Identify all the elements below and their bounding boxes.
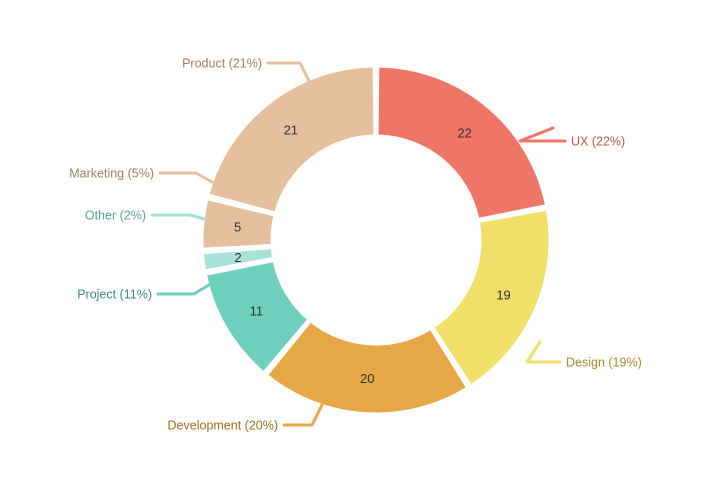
leader-line-ux xyxy=(518,126,567,143)
leader-line-design xyxy=(525,340,562,364)
callout-label-design: Design (19%) xyxy=(566,356,642,370)
callout-label-other: Other (2%) xyxy=(85,209,146,223)
callout-label-project: Project (11%) xyxy=(77,288,152,302)
value-label-product: 21 xyxy=(284,123,298,138)
slice-development[interactable] xyxy=(264,319,470,416)
leader-line-project xyxy=(156,281,214,296)
slice-marketing[interactable] xyxy=(200,196,277,251)
slice-other[interactable] xyxy=(200,246,276,273)
callout-label-product: Product (21%) xyxy=(182,57,262,71)
value-label-other: 2 xyxy=(234,250,241,265)
callout-label-development: Development (20%) xyxy=(168,419,278,433)
slice-ux[interactable] xyxy=(375,64,549,221)
leader-line-development xyxy=(282,403,324,427)
value-label-design: 19 xyxy=(496,288,510,303)
value-label-ux: 22 xyxy=(457,125,471,140)
value-label-marketing: 5 xyxy=(234,219,241,234)
value-label-development: 20 xyxy=(360,371,374,386)
leader-line-product xyxy=(266,61,312,85)
callout-label-ux: UX (22%) xyxy=(571,135,625,149)
leader-line-marketing xyxy=(158,171,214,184)
value-label-project: 11 xyxy=(250,303,264,318)
slice-project[interactable] xyxy=(203,259,311,375)
leader-line-other xyxy=(150,213,206,221)
slice-design[interactable] xyxy=(431,207,552,388)
callout-label-marketing: Marketing (5%) xyxy=(69,167,154,181)
slice-product[interactable] xyxy=(206,64,377,215)
